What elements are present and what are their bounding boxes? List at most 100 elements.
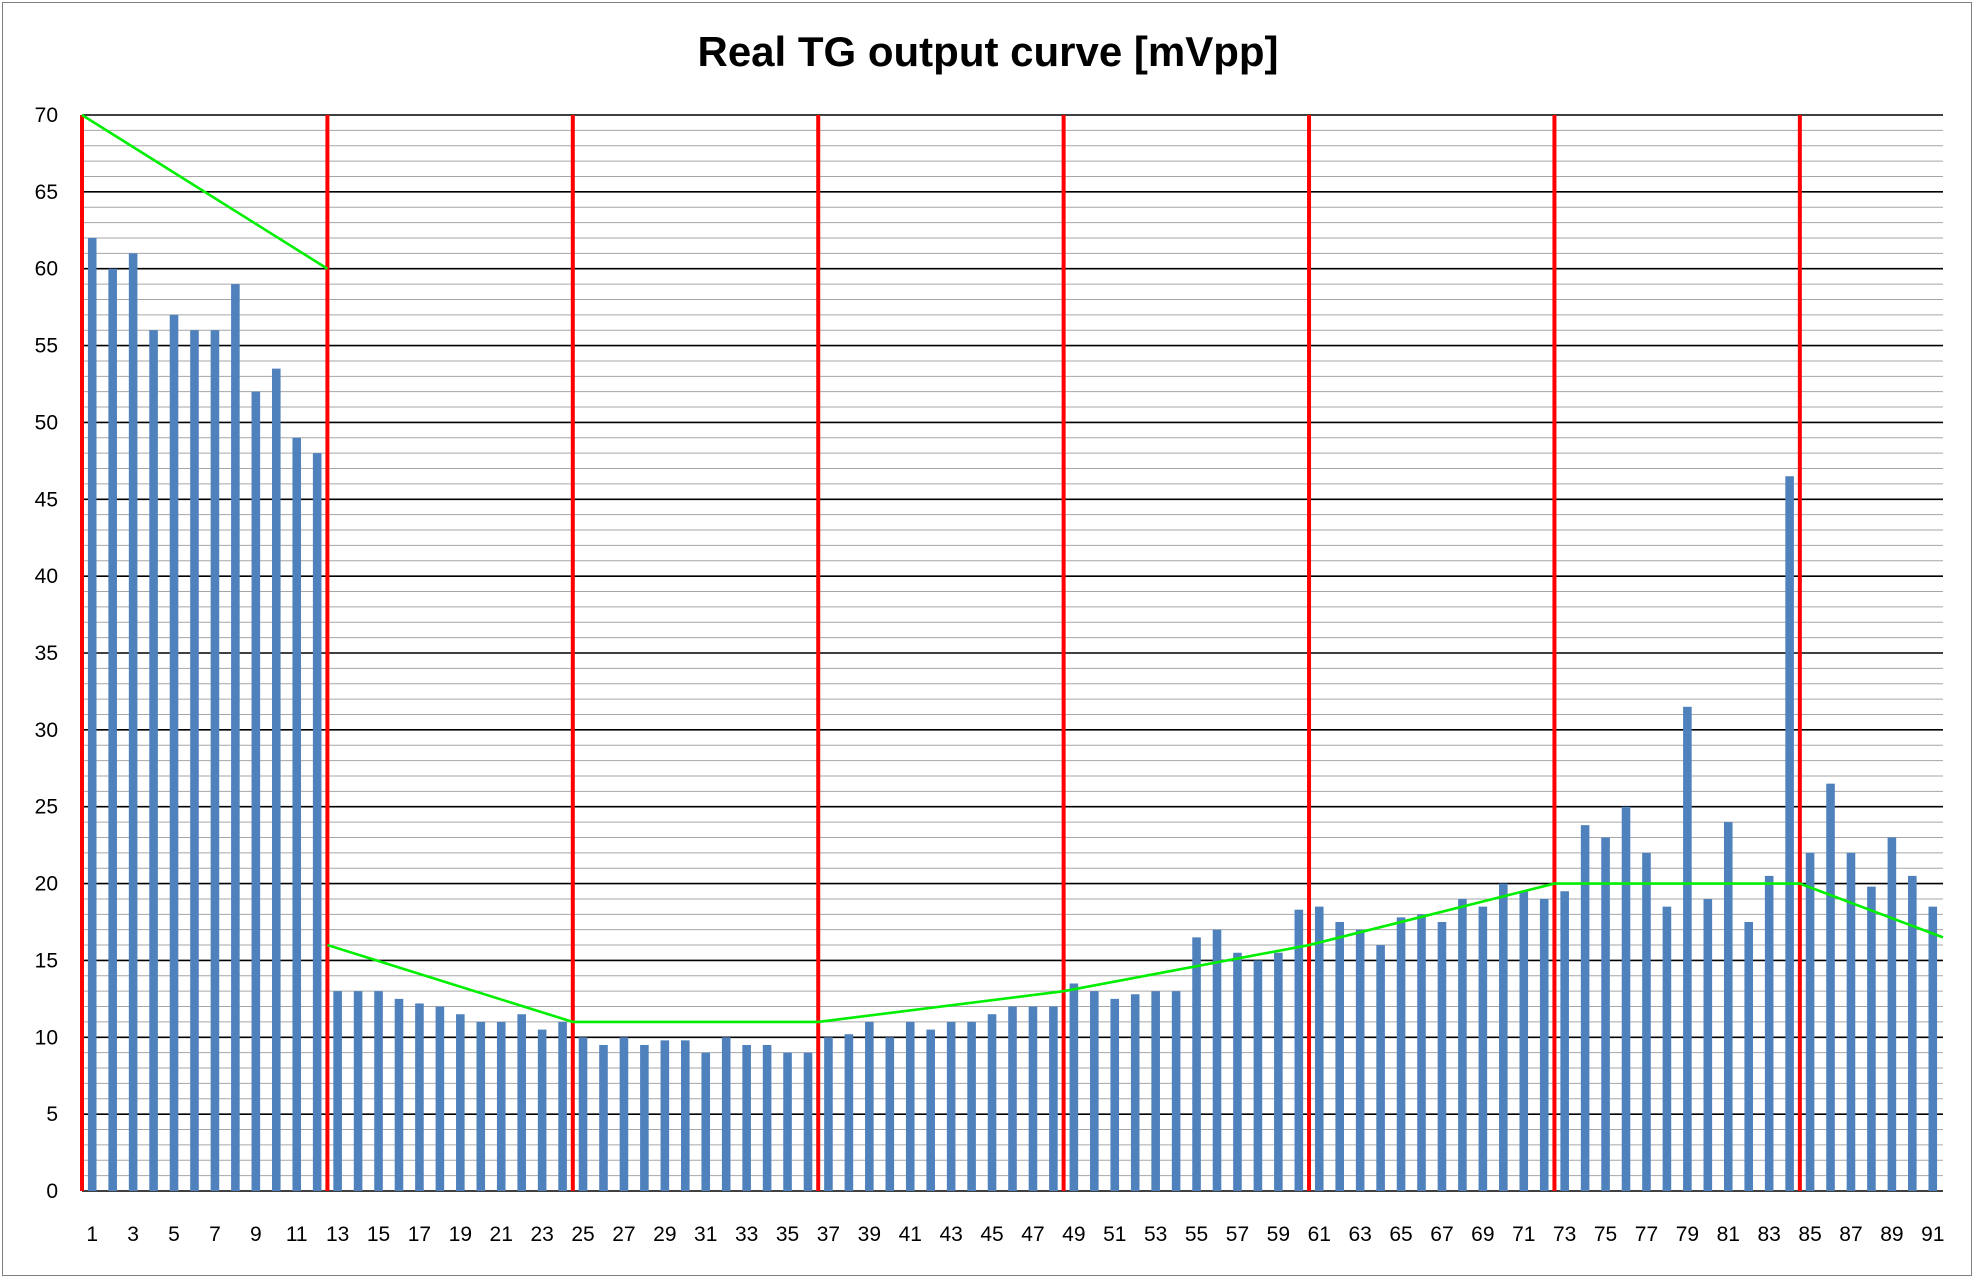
bar bbox=[558, 1021, 567, 1191]
bar bbox=[967, 1021, 976, 1191]
bar bbox=[374, 991, 383, 1191]
bar bbox=[1192, 937, 1201, 1191]
bar bbox=[1744, 922, 1754, 1191]
y-tick-label: 5 bbox=[46, 1103, 58, 1126]
bar bbox=[1396, 917, 1406, 1191]
bar bbox=[1314, 906, 1324, 1191]
bar bbox=[292, 437, 302, 1191]
bar bbox=[1274, 952, 1283, 1191]
bar bbox=[1335, 922, 1345, 1191]
x-tick-label: 45 bbox=[980, 1223, 1003, 1246]
chart-title: Real TG output curve [mVpp] bbox=[697, 28, 1279, 75]
bar bbox=[1458, 898, 1467, 1191]
bar bbox=[578, 1037, 588, 1191]
x-tick-label: 27 bbox=[612, 1223, 635, 1246]
bar bbox=[537, 1029, 547, 1191]
bar bbox=[271, 368, 281, 1192]
bar bbox=[1253, 960, 1263, 1191]
x-tick-label: 15 bbox=[367, 1223, 390, 1246]
x-tick-label: 13 bbox=[326, 1223, 349, 1246]
bar bbox=[231, 284, 240, 1192]
x-tick-label: 47 bbox=[1021, 1223, 1044, 1246]
y-tick-label: 35 bbox=[35, 642, 58, 665]
x-tick-label: 61 bbox=[1308, 1223, 1331, 1246]
x-tick-label: 79 bbox=[1676, 1223, 1699, 1246]
bar bbox=[1846, 852, 1856, 1191]
bar bbox=[1069, 983, 1079, 1191]
bar bbox=[1028, 1006, 1038, 1191]
y-tick-label: 55 bbox=[35, 335, 58, 358]
x-tick-label: 9 bbox=[250, 1223, 262, 1246]
bar bbox=[824, 1037, 833, 1191]
x-tick-label: 73 bbox=[1553, 1223, 1576, 1246]
y-tick-label: 60 bbox=[35, 258, 58, 281]
x-tick-label: 39 bbox=[858, 1223, 881, 1246]
bar bbox=[1908, 875, 1917, 1191]
x-tick-label: 83 bbox=[1757, 1223, 1780, 1246]
x-tick-label: 17 bbox=[408, 1223, 431, 1246]
x-tick-label: 89 bbox=[1880, 1223, 1903, 1246]
bar bbox=[169, 314, 179, 1191]
bar bbox=[1049, 1006, 1058, 1191]
bar bbox=[251, 391, 261, 1192]
bar bbox=[1417, 914, 1426, 1191]
bar bbox=[762, 1044, 772, 1191]
x-tick-label: 41 bbox=[899, 1223, 922, 1246]
bar bbox=[456, 1014, 465, 1191]
bar bbox=[905, 1021, 915, 1191]
x-tick-label: 19 bbox=[449, 1223, 472, 1246]
bar bbox=[1478, 906, 1488, 1191]
bar bbox=[640, 1044, 649, 1191]
target-curve bbox=[81, 113, 1944, 1024]
bar bbox=[926, 1029, 935, 1191]
bar bbox=[1294, 909, 1304, 1191]
x-tick-label: 71 bbox=[1512, 1223, 1535, 1246]
bar bbox=[1826, 783, 1835, 1191]
bar bbox=[946, 1021, 956, 1191]
bar bbox=[1233, 952, 1242, 1191]
bar bbox=[1642, 852, 1651, 1191]
x-tick-label: 31 bbox=[694, 1223, 717, 1246]
bar bbox=[1764, 875, 1774, 1191]
bar bbox=[865, 1021, 874, 1191]
bar bbox=[1683, 706, 1692, 1191]
bar bbox=[190, 330, 199, 1191]
x-tick-label: 43 bbox=[939, 1223, 962, 1246]
bar bbox=[1355, 929, 1365, 1191]
y-tick-label: 70 bbox=[35, 104, 58, 127]
bar bbox=[435, 1006, 445, 1191]
bar bbox=[496, 1021, 506, 1191]
x-tick-label: 75 bbox=[1594, 1223, 1617, 1246]
bar bbox=[1539, 898, 1549, 1191]
y-tick-label: 10 bbox=[35, 1026, 58, 1049]
bar bbox=[1437, 922, 1447, 1191]
bar bbox=[1928, 906, 1938, 1191]
x-tick-label: 49 bbox=[1062, 1223, 1085, 1246]
x-tick-label: 25 bbox=[571, 1223, 594, 1246]
bar bbox=[599, 1044, 608, 1191]
y-tick-label: 20 bbox=[35, 873, 58, 896]
bar bbox=[1601, 837, 1610, 1191]
bar bbox=[1171, 991, 1181, 1191]
bar bbox=[517, 1014, 526, 1191]
bar bbox=[1785, 476, 1794, 1191]
bar bbox=[1110, 998, 1120, 1191]
bar bbox=[1519, 891, 1529, 1191]
x-tick-label: 81 bbox=[1717, 1223, 1740, 1246]
bar bbox=[1867, 886, 1876, 1191]
bar bbox=[210, 330, 220, 1191]
bar bbox=[660, 1040, 670, 1191]
x-tick-label: 55 bbox=[1185, 1223, 1208, 1246]
y-tick-label: 0 bbox=[46, 1180, 58, 1203]
x-tick-label: 33 bbox=[735, 1223, 758, 1246]
y-tick-label: 40 bbox=[35, 565, 58, 588]
x-tick-label: 3 bbox=[127, 1223, 139, 1246]
bar bbox=[987, 1014, 997, 1191]
bar bbox=[1887, 837, 1897, 1191]
bar bbox=[1212, 929, 1222, 1191]
x-tick-label: 21 bbox=[490, 1223, 513, 1246]
bar bbox=[333, 991, 342, 1191]
x-tick-label: 7 bbox=[209, 1223, 221, 1246]
bar bbox=[721, 1037, 731, 1191]
x-tick-label: 63 bbox=[1348, 1223, 1371, 1246]
